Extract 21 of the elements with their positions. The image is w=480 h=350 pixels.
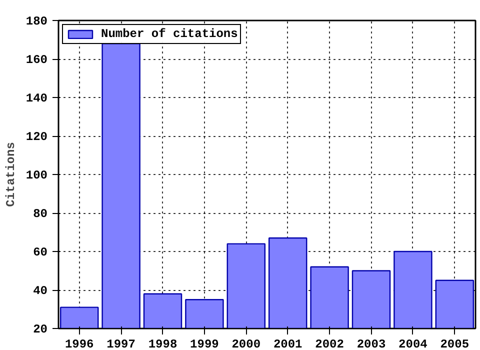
y-tick-label: 120 bbox=[26, 130, 48, 144]
x-tick-label: 1998 bbox=[148, 338, 178, 350]
y-tick-label: 140 bbox=[26, 92, 48, 106]
y-tick-label: 40 bbox=[33, 284, 48, 298]
legend-label: Number of citations bbox=[101, 27, 238, 41]
x-tick-label: 1999 bbox=[190, 338, 219, 350]
y-tick-label: 20 bbox=[33, 322, 48, 336]
x-tick-label: 1996 bbox=[64, 338, 94, 350]
y-tick-label: 100 bbox=[26, 168, 48, 182]
y-tick-label: 160 bbox=[26, 53, 48, 67]
y-tick-label: 180 bbox=[26, 14, 48, 28]
y-axis-title: Citations bbox=[4, 142, 18, 207]
x-tick-label: 2005 bbox=[440, 338, 470, 350]
y-tick-label: 60 bbox=[33, 246, 48, 260]
y-tick-label: 80 bbox=[33, 207, 48, 221]
x-tick-label: 2003 bbox=[356, 338, 386, 350]
x-tick-label: 2004 bbox=[398, 338, 428, 350]
x-tick-label: 2000 bbox=[232, 338, 261, 350]
x-tick-label: 2002 bbox=[315, 338, 344, 350]
x-tick-label: 2001 bbox=[273, 338, 302, 350]
x-tick-label: 1997 bbox=[106, 338, 136, 350]
